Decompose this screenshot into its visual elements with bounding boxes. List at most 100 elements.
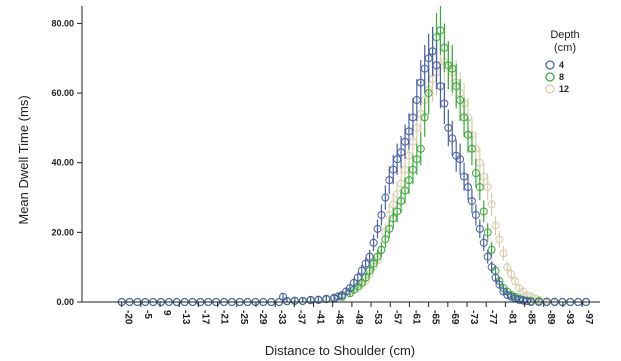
data-point [440, 99, 449, 108]
x-tick-label: -61 [410, 310, 421, 325]
data-point [357, 278, 366, 287]
data-point [381, 235, 390, 244]
data-point [448, 134, 457, 143]
data-point [365, 266, 374, 275]
x-tick-label: -93 [564, 310, 575, 325]
data-point [282, 296, 291, 305]
data-point [456, 155, 465, 164]
series-4 [117, 26, 591, 306]
data-point [353, 273, 362, 282]
x-tick-label: -41 [315, 310, 326, 325]
data-point [361, 273, 370, 282]
x-tick-label: -17 [199, 310, 210, 325]
y-tick-label: 40.00 [51, 158, 74, 168]
series-8 [117, 6, 591, 306]
legend-label: 4 [559, 60, 564, 70]
data-point [345, 284, 354, 293]
data-point [479, 207, 488, 216]
series-layer [117, 6, 591, 306]
x-tick-label: -45 [334, 310, 345, 325]
legend-marker [545, 72, 555, 82]
data-point [499, 249, 508, 258]
x-tick-label: -81 [506, 310, 517, 325]
data-point [365, 252, 374, 261]
data-point [377, 210, 386, 219]
data-point [511, 277, 520, 286]
x-tick-label: -5 [142, 310, 153, 319]
data-point [464, 183, 472, 192]
legend-items: 4 8 12 [545, 60, 569, 94]
data-point [491, 273, 500, 282]
x-tick-label: -69 [449, 310, 460, 325]
y-tick-label: 80.00 [51, 18, 74, 28]
data-point [495, 235, 504, 244]
x-tick-label: -73 [468, 310, 479, 325]
data-point [491, 221, 500, 230]
x-tick-label: 9 [161, 310, 172, 316]
data-point [357, 266, 366, 275]
legend-marker [545, 60, 555, 70]
x-tick-label: -13 [180, 310, 191, 325]
x-tick-layer: -20 -5 9 -13 -17 -21 -25 -29 -33 -37 -41 -45 -49 -53-… [121, 302, 594, 325]
legend-title-line-2: (cm) [554, 42, 576, 54]
data-point [483, 252, 492, 261]
x-axis-title: Distance to Shoulder (cm) [265, 343, 415, 358]
x-tick-label: -85 [526, 310, 537, 325]
y-tick-label: 60.00 [51, 88, 74, 98]
x-tick-label: -29 [257, 310, 268, 325]
x-tick-label: -33 [276, 310, 287, 325]
data-point [381, 193, 390, 202]
data-point [349, 278, 358, 287]
data-point [475, 224, 484, 233]
data-point [424, 89, 433, 98]
legend: Depth (cm) 4 8 12 [545, 29, 580, 94]
x-tick-label: -57 [391, 310, 402, 325]
data-point [420, 113, 429, 122]
data-point [503, 263, 512, 272]
data-point [369, 238, 378, 247]
data-point [416, 144, 425, 153]
data-point [373, 224, 382, 233]
series-12 [117, 37, 591, 306]
data-point [471, 169, 480, 178]
x-tick-label: -77 [487, 310, 498, 325]
data-point [483, 228, 492, 237]
legend-marker [545, 84, 555, 94]
legend-label: 12 [559, 84, 569, 94]
x-tick-label: -20 [123, 310, 134, 325]
data-point [361, 259, 370, 268]
x-tick-label: -25 [238, 310, 249, 325]
data-point [487, 245, 496, 254]
data-point [483, 183, 492, 192]
x-tick-label: -53 [372, 310, 383, 325]
y-axis-title: Mean Dwell Time (ms) [16, 95, 31, 224]
data-point [507, 270, 516, 279]
axes-layer [81, 6, 600, 303]
data-point [369, 259, 378, 268]
data-point [314, 295, 323, 304]
x-tick-label: -97 [583, 310, 594, 325]
data-point [377, 245, 386, 254]
y-tick-label: 20.00 [51, 227, 74, 237]
legend-title-line-1: Depth [550, 29, 579, 41]
data-point [487, 263, 496, 272]
x-tick-label: -21 [219, 310, 230, 325]
x-tick-label: -89 [545, 310, 556, 325]
data-point [475, 183, 484, 192]
data-point [479, 238, 488, 247]
data-point [467, 197, 476, 206]
x-tick-label: -65 [430, 310, 441, 325]
x-tick-label: -49 [353, 310, 364, 325]
data-point [487, 200, 496, 209]
y-tick-label: 0.00 [56, 297, 74, 307]
data-point [495, 280, 504, 289]
legend-label: 8 [559, 72, 564, 82]
data-point [523, 296, 532, 305]
data-point [306, 295, 315, 304]
y-tick-layer: 0.00 20.00 40.00 60.00 80.00 [51, 18, 82, 307]
x-tick-label: -37 [295, 310, 306, 325]
data-point [471, 210, 480, 219]
data-point [385, 224, 394, 233]
data-point [298, 296, 307, 305]
